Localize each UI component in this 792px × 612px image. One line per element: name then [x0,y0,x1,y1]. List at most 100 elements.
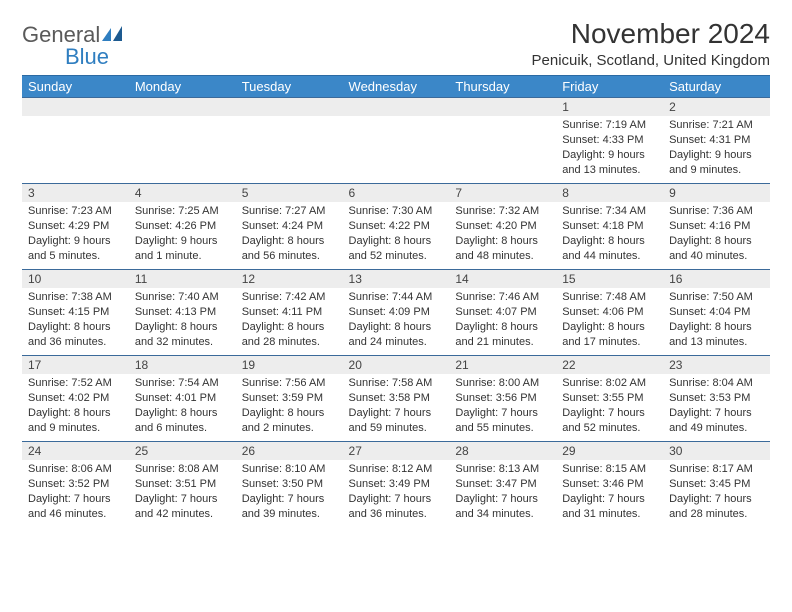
sunrise-text: Sunrise: 7:58 AM [349,376,444,391]
daylight-text-1: Daylight: 8 hours [242,234,337,249]
day-number: 12 [236,269,343,288]
day-content: Sunrise: 8:15 AMSunset: 3:46 PMDaylight:… [556,460,663,523]
day-number-blank [22,97,129,116]
sunrise-text: Sunrise: 7:56 AM [242,376,337,391]
day-number: 26 [236,441,343,460]
sunrise-text: Sunrise: 7:42 AM [242,290,337,305]
calendar-cell: 8Sunrise: 7:34 AMSunset: 4:18 PMDaylight… [556,183,663,269]
sunset-text: Sunset: 4:15 PM [28,305,123,320]
calendar-cell: 29Sunrise: 8:15 AMSunset: 3:46 PMDayligh… [556,441,663,527]
day-content: Sunrise: 8:00 AMSunset: 3:56 PMDaylight:… [449,374,556,437]
day-number: 27 [343,441,450,460]
day-content: Sunrise: 7:38 AMSunset: 4:15 PMDaylight:… [22,288,129,351]
calendar-cell: 2Sunrise: 7:21 AMSunset: 4:31 PMDaylight… [663,97,770,183]
sail-icon [102,24,124,46]
day-content: Sunrise: 7:44 AMSunset: 4:09 PMDaylight:… [343,288,450,351]
daylight-text-1: Daylight: 7 hours [562,492,657,507]
day-content: Sunrise: 7:19 AMSunset: 4:33 PMDaylight:… [556,116,663,179]
day-number-blank [129,97,236,116]
day-number: 17 [22,355,129,374]
daylight-text-2: and 36 minutes. [349,507,444,522]
daylight-text-2: and 9 minutes. [28,421,123,436]
daylight-text-1: Daylight: 7 hours [669,406,764,421]
daylight-text-1: Daylight: 7 hours [242,492,337,507]
calendar-cell: 5Sunrise: 7:27 AMSunset: 4:24 PMDaylight… [236,183,343,269]
day-content: Sunrise: 7:42 AMSunset: 4:11 PMDaylight:… [236,288,343,351]
daylight-text-1: Daylight: 8 hours [28,320,123,335]
calendar-cell: 24Sunrise: 8:06 AMSunset: 3:52 PMDayligh… [22,441,129,527]
daylight-text-1: Daylight: 8 hours [242,406,337,421]
day-content: Sunrise: 8:13 AMSunset: 3:47 PMDaylight:… [449,460,556,523]
daylight-text-1: Daylight: 8 hours [562,320,657,335]
sunrise-text: Sunrise: 8:17 AM [669,462,764,477]
day-header: Friday [556,76,663,98]
sunrise-text: Sunrise: 8:13 AM [455,462,550,477]
calendar-cell: 12Sunrise: 7:42 AMSunset: 4:11 PMDayligh… [236,269,343,355]
calendar-cell: 22Sunrise: 8:02 AMSunset: 3:55 PMDayligh… [556,355,663,441]
daylight-text-2: and 56 minutes. [242,249,337,264]
daylight-text-1: Daylight: 7 hours [455,492,550,507]
daylight-text-1: Daylight: 8 hours [455,320,550,335]
day-header: Tuesday [236,76,343,98]
daylight-text-1: Daylight: 8 hours [455,234,550,249]
sunrise-text: Sunrise: 7:46 AM [455,290,550,305]
sunset-text: Sunset: 4:18 PM [562,219,657,234]
day-number: 29 [556,441,663,460]
sunrise-text: Sunrise: 8:02 AM [562,376,657,391]
sunset-text: Sunset: 4:11 PM [242,305,337,320]
day-content: Sunrise: 7:23 AMSunset: 4:29 PMDaylight:… [22,202,129,265]
day-content: Sunrise: 7:27 AMSunset: 4:24 PMDaylight:… [236,202,343,265]
sunset-text: Sunset: 4:13 PM [135,305,230,320]
calendar-cell [343,97,450,183]
calendar-cell: 9Sunrise: 7:36 AMSunset: 4:16 PMDaylight… [663,183,770,269]
day-content: Sunrise: 8:04 AMSunset: 3:53 PMDaylight:… [663,374,770,437]
sunrise-text: Sunrise: 7:32 AM [455,204,550,219]
logo-line1: General [22,24,124,46]
day-header: Saturday [663,76,770,98]
day-number: 9 [663,183,770,202]
day-content: Sunrise: 8:06 AMSunset: 3:52 PMDaylight:… [22,460,129,523]
day-number: 11 [129,269,236,288]
daylight-text-1: Daylight: 7 hours [669,492,764,507]
daylight-text-1: Daylight: 8 hours [669,320,764,335]
daylight-text-2: and 34 minutes. [455,507,550,522]
calendar-row: 3Sunrise: 7:23 AMSunset: 4:29 PMDaylight… [22,183,770,269]
daylight-text-2: and 52 minutes. [562,421,657,436]
day-number: 21 [449,355,556,374]
calendar-cell: 14Sunrise: 7:46 AMSunset: 4:07 PMDayligh… [449,269,556,355]
day-content: Sunrise: 7:52 AMSunset: 4:02 PMDaylight:… [22,374,129,437]
day-number-blank [236,97,343,116]
day-number: 6 [343,183,450,202]
calendar-row: 17Sunrise: 7:52 AMSunset: 4:02 PMDayligh… [22,355,770,441]
logo-word2: Blue [22,46,124,68]
sunset-text: Sunset: 3:50 PM [242,477,337,492]
page-subtitle: Penicuik, Scotland, United Kingdom [532,52,770,69]
daylight-text-2: and 5 minutes. [28,249,123,264]
daylight-text-2: and 28 minutes. [669,507,764,522]
sunset-text: Sunset: 4:07 PM [455,305,550,320]
sunrise-text: Sunrise: 8:10 AM [242,462,337,477]
logo-word1: General [22,24,100,46]
sunset-text: Sunset: 3:46 PM [562,477,657,492]
calendar-cell: 13Sunrise: 7:44 AMSunset: 4:09 PMDayligh… [343,269,450,355]
daylight-text-1: Daylight: 9 hours [28,234,123,249]
sunset-text: Sunset: 4:22 PM [349,219,444,234]
sunrise-text: Sunrise: 7:27 AM [242,204,337,219]
daylight-text-2: and 1 minute. [135,249,230,264]
daylight-text-2: and 13 minutes. [562,163,657,178]
sunrise-text: Sunrise: 7:44 AM [349,290,444,305]
day-number: 5 [236,183,343,202]
day-header: Monday [129,76,236,98]
sunset-text: Sunset: 4:01 PM [135,391,230,406]
sunset-text: Sunset: 3:58 PM [349,391,444,406]
day-number: 10 [22,269,129,288]
calendar-cell: 21Sunrise: 8:00 AMSunset: 3:56 PMDayligh… [449,355,556,441]
daylight-text-2: and 59 minutes. [349,421,444,436]
daylight-text-2: and 2 minutes. [242,421,337,436]
daylight-text-2: and 44 minutes. [562,249,657,264]
title-block: November 2024 Penicuik, Scotland, United… [532,18,770,69]
day-header: Wednesday [343,76,450,98]
daylight-text-2: and 24 minutes. [349,335,444,350]
day-number: 28 [449,441,556,460]
calendar-cell: 7Sunrise: 7:32 AMSunset: 4:20 PMDaylight… [449,183,556,269]
